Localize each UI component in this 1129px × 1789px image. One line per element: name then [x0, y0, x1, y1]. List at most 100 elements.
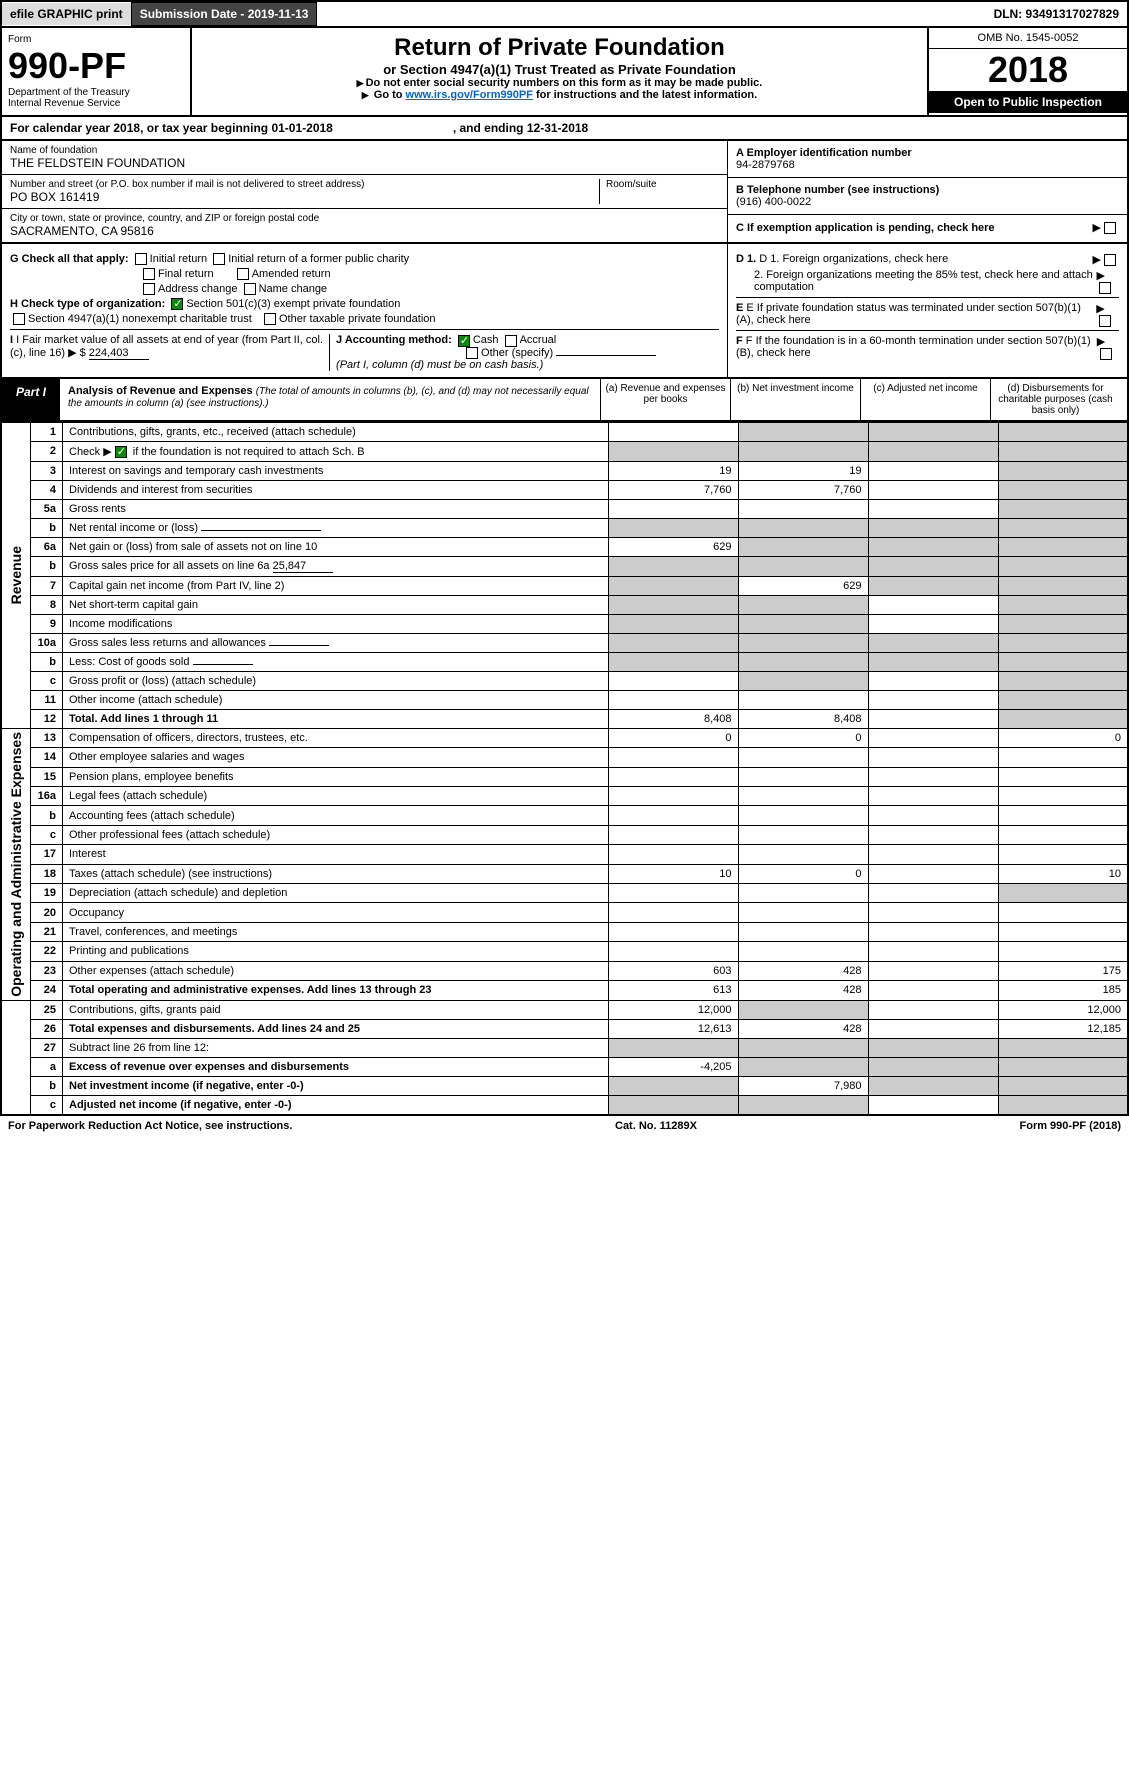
row-desc: Capital gain net income (from Part IV, l… — [63, 576, 609, 595]
city-label: City or town, state or province, country… — [10, 213, 719, 224]
calyear-pre: For calendar year 2018, or tax year begi… — [10, 121, 271, 135]
form-label: Form — [8, 34, 184, 45]
table-row: b Less: Cost of goods sold — [1, 652, 1128, 671]
cell-val: -4,205 — [608, 1057, 738, 1076]
row-desc: Taxes (attach schedule) (see instruction… — [63, 864, 609, 883]
h-4947-checkbox[interactable] — [13, 313, 25, 325]
address-cell: Number and street (or P.O. box number if… — [2, 175, 727, 209]
r10b-text: Less: Cost of goods sold — [69, 656, 189, 668]
top-bar: efile GRAPHIC print Submission Date - 20… — [0, 0, 1129, 28]
row-num: 25 — [31, 1000, 63, 1019]
table-row: b Gross sales price for all assets on lin… — [1, 556, 1128, 576]
r2-post: if the foundation is not required to att… — [130, 446, 365, 458]
col-a-header: (a) Revenue and expenses per books — [600, 379, 730, 420]
calendar-year-row: For calendar year 2018, or tax year begi… — [0, 117, 1129, 141]
row-num: b — [31, 652, 63, 671]
expenses-side-label: Operating and Administrative Expenses — [8, 732, 24, 997]
row-num: 22 — [31, 942, 63, 961]
d1-checkbox[interactable] — [1104, 254, 1116, 266]
foundation-name-cell: Name of foundation THE FELDSTEIN FOUNDAT… — [2, 141, 727, 175]
checks-left: G Check all that apply: Initial return I… — [2, 244, 727, 377]
form-number: 990-PF — [8, 45, 184, 87]
dept: Department of the Treasury — [8, 87, 184, 98]
name-label: Name of foundation — [10, 145, 719, 156]
table-row: 11Other income (attach schedule) — [1, 690, 1128, 709]
cell-val: 629 — [738, 576, 868, 595]
j-cash: Cash — [473, 334, 499, 346]
row-desc: Net gain or (loss) from sale of assets n… — [63, 537, 609, 556]
r5b-text: Net rental income or (loss) — [69, 522, 198, 534]
row-num: 17 — [31, 845, 63, 864]
row-num: 14 — [31, 748, 63, 767]
irs-link[interactable]: www.irs.gov/Form990PF — [406, 89, 533, 101]
f-checkbox[interactable] — [1100, 348, 1112, 360]
footer-pra: For Paperwork Reduction Act Notice, see … — [8, 1120, 292, 1132]
j-cash-checkbox[interactable] — [458, 335, 470, 347]
room-label: Room/suite — [606, 179, 719, 190]
g-label: G Check all that apply: — [10, 253, 129, 265]
table-row: 10aGross sales less returns and allowanc… — [1, 633, 1128, 652]
g-address: Address change — [158, 283, 238, 295]
cell-val: 12,613 — [608, 1019, 738, 1038]
j-accrual-checkbox[interactable] — [505, 335, 517, 347]
r2-checkbox[interactable] — [115, 446, 127, 458]
part-label: Part I — [2, 379, 60, 420]
table-row: 12Total. Add lines 1 through 118,4088,40… — [1, 709, 1128, 728]
row-num: 18 — [31, 864, 63, 883]
d1-label: D 1. Foreign organizations, check here — [759, 253, 948, 265]
g-initial-checkbox[interactable] — [135, 253, 147, 265]
row-desc: Other expenses (attach schedule) — [63, 961, 609, 980]
row-num: 8 — [31, 595, 63, 614]
cell-val: 19 — [738, 461, 868, 480]
tax-year: 2018 — [929, 49, 1127, 91]
g-address-checkbox[interactable] — [143, 283, 155, 295]
row-num: b — [31, 556, 63, 576]
e-checkbox[interactable] — [1099, 315, 1111, 327]
h-other-checkbox[interactable] — [264, 313, 276, 325]
cell-val: 10 — [998, 864, 1128, 883]
footer-cat: Cat. No. 11289X — [615, 1120, 697, 1132]
calyear-end: 12-31-2018 — [527, 121, 588, 135]
cell-val: 428 — [738, 1019, 868, 1038]
phone: (916) 400-0022 — [736, 196, 1119, 208]
cell-val: 7,760 — [738, 480, 868, 499]
j-other-checkbox[interactable] — [466, 347, 478, 359]
row-desc: Total operating and administrative expen… — [63, 981, 609, 1001]
g-final-checkbox[interactable] — [143, 268, 155, 280]
cell-val: 7,980 — [738, 1076, 868, 1095]
row-num: 13 — [31, 728, 63, 747]
h-501: Section 501(c)(3) exempt private foundat… — [186, 298, 400, 310]
g-amended: Amended return — [252, 268, 331, 280]
h-501-checkbox[interactable] — [171, 298, 183, 310]
cell-val: 10 — [608, 864, 738, 883]
g-amended-checkbox[interactable] — [237, 268, 249, 280]
g-initial-public-checkbox[interactable] — [213, 253, 225, 265]
g-name-checkbox[interactable] — [244, 283, 256, 295]
cell-val: 629 — [608, 537, 738, 556]
row-num: 21 — [31, 922, 63, 941]
d2-label: 2. Foreign organizations meeting the 85%… — [754, 269, 1096, 294]
row-num: b — [31, 806, 63, 825]
row-desc: Legal fees (attach schedule) — [63, 786, 609, 805]
phone-label: B Telephone number (see instructions) — [736, 184, 1119, 196]
row-desc: Income modifications — [63, 614, 609, 633]
cell-val: 185 — [998, 981, 1128, 1001]
identification-section: Name of foundation THE FELDSTEIN FOUNDAT… — [0, 141, 1129, 244]
table-row: 14Other employee salaries and wages — [1, 748, 1128, 767]
j-accrual: Accrual — [520, 334, 557, 346]
d2-checkbox[interactable] — [1099, 282, 1111, 294]
r6b-text: Gross sales price for all assets on line… — [69, 560, 270, 572]
row-num: 5a — [31, 499, 63, 518]
g-row3: Address change Name change — [10, 283, 719, 295]
table-row: 16aLegal fees (attach schedule) — [1, 786, 1128, 805]
row-num: 26 — [31, 1019, 63, 1038]
row-desc: Contributions, gifts, grants paid — [63, 1000, 609, 1019]
dln: DLN: 93491317027829 — [986, 3, 1127, 25]
row-num: a — [31, 1057, 63, 1076]
row-desc: Adjusted net income (if negative, enter … — [63, 1095, 609, 1115]
footer-form: Form 990-PF (2018) — [1020, 1120, 1121, 1132]
checks-section: G Check all that apply: Initial return I… — [0, 244, 1129, 379]
cell-val: 613 — [608, 981, 738, 1001]
c-checkbox[interactable] — [1104, 222, 1116, 234]
cell-val: 603 — [608, 961, 738, 980]
